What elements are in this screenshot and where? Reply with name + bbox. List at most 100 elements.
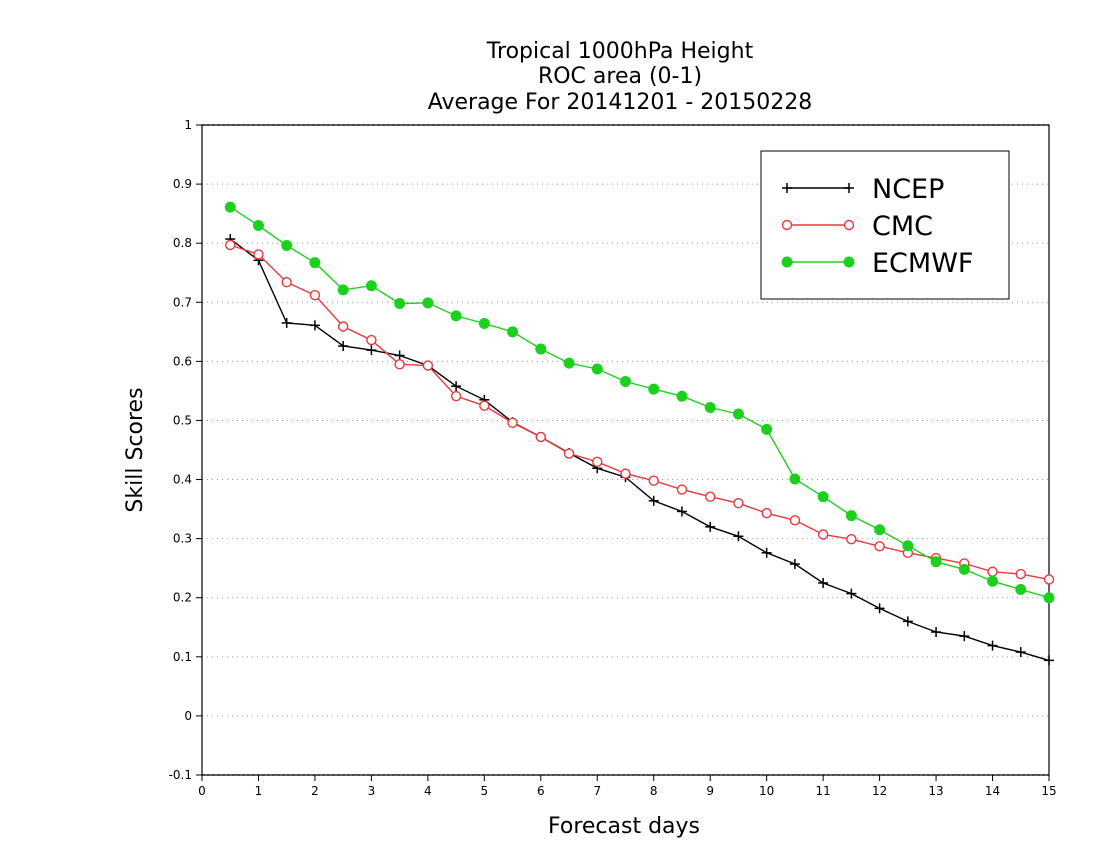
data-point-ncep (281, 317, 292, 328)
data-point-ecmwf (252, 219, 264, 231)
data-point-cmc (366, 334, 377, 346)
data-point-ecmwf (732, 408, 744, 420)
data-point-ecmwf (704, 401, 716, 413)
data-point-ncep (394, 350, 405, 361)
legend-marker (844, 183, 854, 193)
data-point-ncep (733, 531, 744, 542)
data-point-cmc (422, 360, 434, 371)
series-cmc (225, 239, 1055, 585)
data-point-ncep (309, 320, 320, 331)
data-point-ecmwf (620, 375, 631, 387)
data-point-ncep (366, 345, 377, 356)
data-point-ncep (761, 547, 772, 558)
y-tick-label: -0.1 (169, 768, 192, 782)
data-point-ncep (1044, 655, 1054, 666)
data-point-ncep (676, 506, 687, 517)
data-point-ecmwf (958, 563, 970, 575)
y-tick-label: 0.8 (173, 236, 192, 250)
data-point-cmc (1015, 568, 1026, 580)
chart-title-line-3: Average For 20141201 - 20150228 (428, 90, 813, 115)
data-point-ncep (1015, 647, 1026, 658)
data-point-ncep (959, 631, 970, 642)
data-point-ecmwf (507, 326, 519, 338)
y-tick-label: 0 (184, 709, 192, 723)
data-point-ncep (818, 577, 829, 588)
x-tick-label: 15 (1041, 784, 1056, 798)
y-tick-label: 0.3 (173, 532, 192, 546)
data-point-ncep (931, 627, 942, 637)
y-tick-label: 0.9 (173, 177, 192, 191)
chart-title-line-2: ROC area (0-1) (538, 64, 702, 89)
y-axis-title: Skill Scores (123, 387, 148, 512)
data-point-ncep (648, 495, 659, 506)
data-point-cmc (225, 239, 236, 251)
legend-label-cmc: CMC (872, 211, 933, 242)
legend-marker (781, 256, 793, 268)
data-point-ecmwf (563, 357, 575, 369)
y-tick-label: 0.7 (173, 295, 192, 309)
data-point-ecmwf (591, 363, 603, 375)
x-tick-label: 13 (928, 784, 943, 798)
data-point-cmc (507, 417, 518, 429)
data-point-cmc (394, 359, 405, 370)
legend-label-ncep: NCEP (872, 174, 944, 205)
legend-marker (843, 256, 855, 268)
plot-frame (201, 124, 1050, 776)
data-point-ecmwf (648, 383, 660, 395)
data-point-ecmwf (281, 240, 293, 252)
chart-title-line-1: Tropical 1000hPa Height (486, 39, 754, 64)
data-point-cmc (337, 321, 349, 332)
y-tick-label: 0.2 (173, 591, 192, 605)
series-ncep (225, 234, 1054, 666)
x-tick-label: 9 (706, 784, 714, 798)
legend-marker (843, 219, 855, 231)
data-point-cmc (733, 497, 744, 509)
y-tick-label: 0.1 (173, 650, 192, 664)
data-point-ncep (789, 559, 800, 570)
data-point-ecmwf (1043, 592, 1055, 604)
data-point-cmc (648, 475, 659, 486)
x-tick-label: 10 (759, 784, 774, 798)
data-point-cmc (789, 515, 801, 526)
data-point-ecmwf (422, 297, 434, 309)
x-tick-label: 1 (255, 784, 263, 798)
data-point-ecmwf (930, 556, 942, 568)
legend-label-ecmwf: ECMWF (872, 248, 973, 279)
series-line-ncep (229, 238, 1050, 662)
data-point-cmc (705, 491, 716, 502)
series-ecmwf (224, 201, 1055, 604)
data-point-ecmwf (535, 343, 547, 355)
x-tick-label: 6 (537, 784, 545, 798)
data-point-ncep (874, 603, 885, 614)
y-tick-label: 0.5 (173, 413, 192, 427)
data-point-ecmwf (1015, 583, 1027, 595)
data-point-ecmwf (845, 510, 857, 522)
data-point-ecmwf (902, 540, 914, 552)
x-tick-label: 7 (593, 784, 601, 798)
data-point-cmc (563, 448, 575, 459)
x-tick-label: 14 (985, 784, 1000, 798)
data-point-ncep (846, 588, 857, 599)
data-point-cmc (620, 468, 631, 479)
y-tick-label: 0.6 (173, 354, 192, 368)
data-point-ecmwf (817, 491, 829, 503)
data-point-ncep (902, 616, 913, 627)
x-tick-label: 12 (872, 784, 887, 798)
legend-item-cmc: CMC (781, 211, 933, 242)
x-axis-title: Forecast days (548, 814, 700, 839)
data-point-cmc (987, 566, 998, 577)
data-point-cmc (1043, 574, 1055, 585)
data-point-ncep (338, 341, 349, 351)
data-point-ncep (705, 521, 716, 532)
y-tick-label: 0.4 (173, 473, 192, 487)
y-tick-label: 1 (184, 118, 192, 132)
data-point-ecmwf (789, 473, 801, 485)
legend-item-ecmwf: ECMWF (781, 248, 973, 279)
data-point-ecmwf (337, 284, 349, 296)
chart-title: Tropical 1000hPa Height ROC area (0-1) A… (428, 39, 813, 115)
data-point-ecmwf (761, 423, 773, 435)
series-lines (224, 201, 1055, 666)
data-point-ecmwf (987, 575, 999, 587)
x-tick-label: 5 (481, 784, 489, 798)
